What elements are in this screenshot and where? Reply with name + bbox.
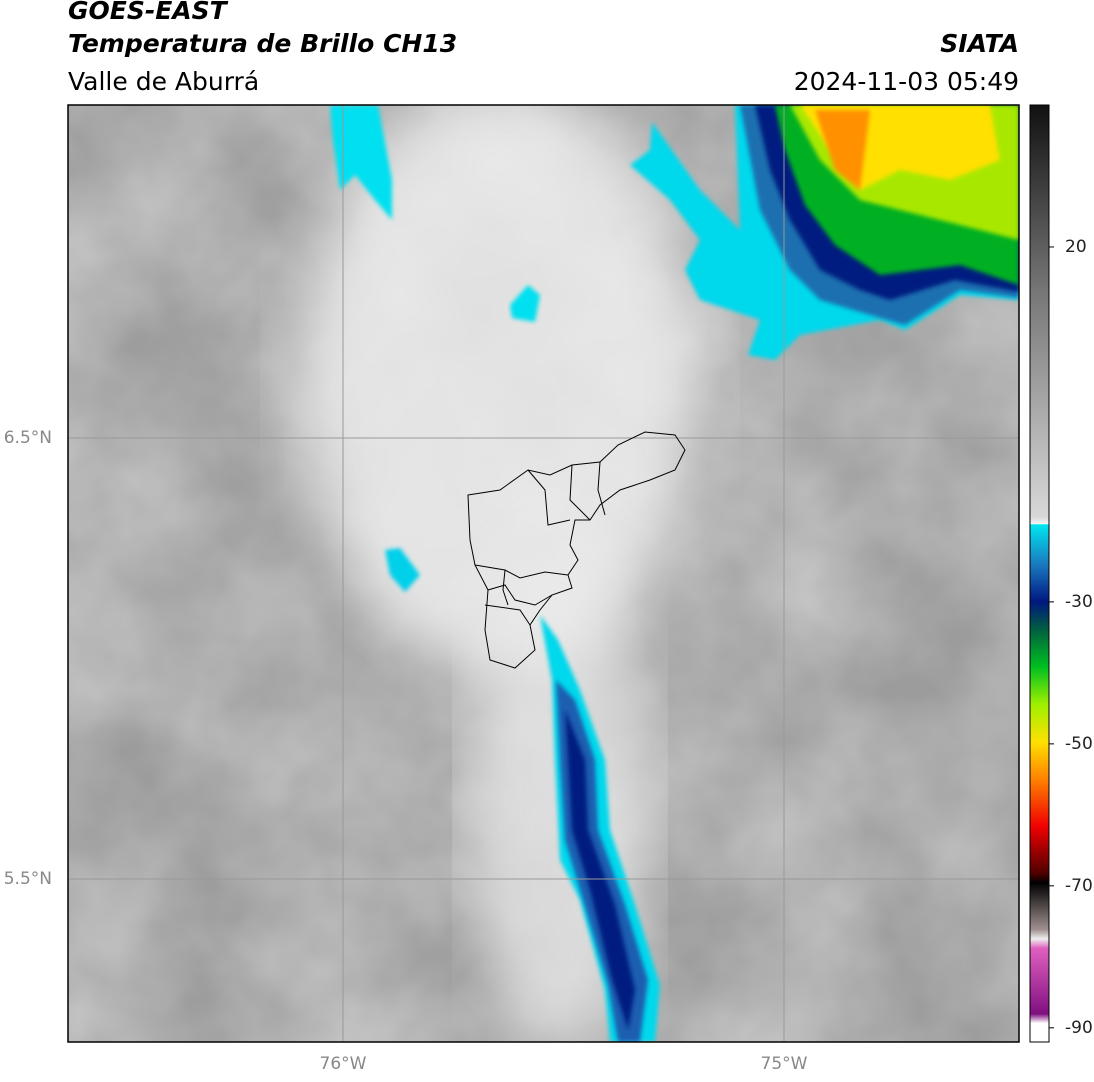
colorbar-tick-label: -30	[1065, 592, 1093, 612]
lon-label: 75°W	[761, 1054, 808, 1074]
colorbar-tick-label: -70	[1065, 876, 1093, 896]
datetime: 2024-11-03 05:49	[794, 67, 1019, 96]
satellite-image	[68, 105, 1019, 1042]
map-frame	[67, 104, 1020, 1043]
lat-label: 6.5°N	[4, 428, 52, 448]
colorbar-tick-label: 20	[1065, 237, 1087, 257]
colorbar-tick-label: -90	[1065, 1018, 1093, 1038]
source: SIATA	[940, 29, 1019, 58]
lat-label: 5.5°N	[4, 869, 52, 889]
region: Valle de Aburrá	[68, 67, 259, 96]
colorbar	[1029, 104, 1050, 1043]
lon-label: 76°W	[320, 1054, 367, 1074]
subtitle: Temperatura de Brillo CH13	[68, 29, 457, 58]
title: GOES-EAST	[68, 0, 229, 25]
colorbar-tick-label: -50	[1065, 734, 1093, 754]
